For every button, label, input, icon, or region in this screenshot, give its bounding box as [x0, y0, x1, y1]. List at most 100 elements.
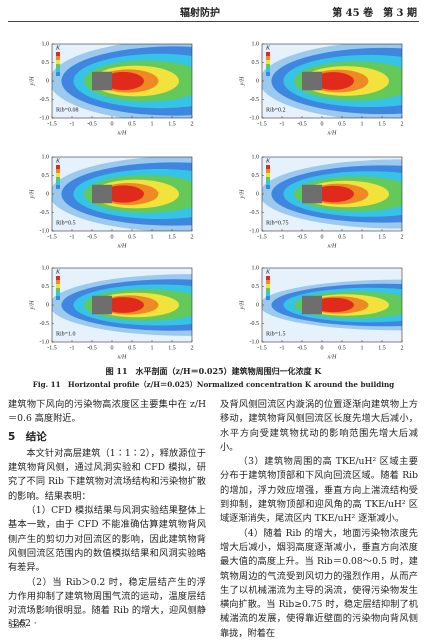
- x-tick-label: 0: [111, 234, 114, 240]
- y-tick-label: 0.5: [252, 60, 260, 66]
- x-tick-label: -1.5: [257, 234, 267, 240]
- contour-panel: K Rib=0.2 -1.5 -1 -0.5 0 0.5 1 1.5 2 1.0 0.5 0 -0.5 -1…: [239, 41, 403, 136]
- colorbar-cell: [266, 56, 270, 60]
- x-tick-label: -0.5: [87, 234, 97, 240]
- building: [302, 295, 322, 315]
- plot-area: [52, 268, 192, 342]
- plot-area: [262, 157, 402, 231]
- y-tick-label: -0.5: [40, 97, 50, 103]
- colorbar-title: K: [55, 158, 61, 164]
- colorbar-cell: [266, 52, 270, 56]
- x-axis-label: x/H: [117, 130, 127, 136]
- x-tick-label: -0.5: [297, 121, 307, 127]
- colorbar-cell: [56, 68, 60, 72]
- colorbar-cell: [266, 276, 270, 280]
- y-tick-label: 1.0: [252, 154, 260, 160]
- y-tick-label: -0.5: [250, 321, 260, 327]
- panel-label: Rib=0.08: [56, 107, 79, 113]
- building: [92, 71, 112, 91]
- x-axis-label: x/H: [327, 354, 337, 360]
- x-tick-label: 0: [111, 121, 114, 127]
- building: [92, 295, 112, 315]
- x-tick-label: -1: [70, 234, 75, 240]
- colorbar-cell: [56, 64, 60, 68]
- y-axis-label: y/H: [239, 300, 245, 310]
- colorbar-title: K: [265, 158, 271, 164]
- x-tick-label: 1.5: [168, 345, 176, 351]
- x-tick-label: -1: [280, 121, 285, 127]
- x-tick-label: -0.5: [87, 121, 97, 127]
- y-tick-label: 0: [256, 302, 259, 308]
- x-tick-label: 1: [151, 234, 154, 240]
- colorbar-cell: [56, 185, 60, 189]
- colorbar-cell: [56, 189, 60, 193]
- header-rule: [8, 21, 419, 22]
- colorbar-cell: [56, 60, 60, 64]
- colorbar-cell: [266, 177, 270, 181]
- colorbar-cell: [56, 177, 60, 181]
- y-axis-label: y/H: [239, 76, 245, 86]
- y-tick-label: 1.0: [42, 265, 50, 271]
- x-tick-label: 1: [151, 121, 154, 127]
- y-tick-label: -0.5: [40, 210, 50, 216]
- issue: 第 45 卷 第 3 期: [332, 8, 417, 19]
- colorbar-cell: [266, 189, 270, 193]
- colorbar-cell: [56, 296, 60, 300]
- colorbar-cell: [56, 173, 60, 177]
- right-column: 及背风侧回流区内漩涡的位置逐渐向建筑物上方移动，建筑物背风侧回流区长度先增大后减…: [220, 398, 418, 641]
- caption-en: Fig. 11 Horizontal profile（z/H＝0.025）Nor…: [32, 380, 395, 389]
- left-column: 建筑物下风向的污染物高浓度区主要集中在 z/H＝0.6 高度附近。 5 结论 本…: [8, 398, 206, 633]
- y-tick-label: 0: [256, 191, 259, 197]
- contour-panel: K Rib=0.75 -1.5 -1 -0.5 0 0.5 1 1.5 2 1.0 0.5 0 -0.5 -…: [239, 154, 403, 249]
- x-tick-label: 2: [191, 234, 194, 240]
- y-tick-label: -0.5: [250, 97, 260, 103]
- colorbar-title: K: [55, 45, 61, 51]
- paragraph: 及背风侧回流区内漩涡的位置逐渐向建筑物上方移动，建筑物背风侧回流区长度先增大后减…: [220, 399, 418, 453]
- colorbar-cell: [266, 181, 270, 185]
- x-axis-label: x/H: [117, 243, 127, 249]
- contour-band: [312, 72, 354, 90]
- y-axis-label: y/H: [29, 76, 35, 86]
- x-tick-label: -1.5: [47, 345, 57, 351]
- contour-band: [312, 185, 354, 203]
- colorbar-cell: [56, 76, 60, 80]
- x-tick-label: -1: [280, 234, 285, 240]
- y-tick-label: -1.0: [40, 339, 50, 345]
- colorbar-cell: [266, 292, 270, 296]
- colorbar-cell: [56, 52, 60, 56]
- contour-band: [312, 297, 354, 313]
- x-tick-label: 0: [321, 234, 324, 240]
- x-tick-label: 1: [151, 345, 154, 351]
- panel-label: Rib=1.0: [56, 331, 76, 337]
- x-tick-label: 1: [361, 345, 364, 351]
- x-tick-label: -1.5: [257, 345, 267, 351]
- y-axis-label: y/H: [239, 189, 245, 199]
- colorbar-title: K: [265, 45, 271, 51]
- x-tick-label: 1.5: [378, 121, 386, 127]
- y-axis-label: y/H: [29, 189, 35, 199]
- colorbar-cell: [56, 288, 60, 292]
- x-tick-label: 1.5: [168, 121, 176, 127]
- colorbar-cell: [266, 288, 270, 292]
- y-tick-label: 0.5: [252, 173, 260, 179]
- paragraph: （1）CFD 模拟结果与风洞实验结果整体上基本一致，由于 CFD 不能准确估算建…: [8, 505, 206, 574]
- colorbar-cell: [266, 76, 270, 80]
- y-tick-label: 0: [256, 78, 259, 84]
- plot-area: [52, 44, 192, 118]
- colorbar-cell: [56, 165, 60, 169]
- colorbar-cell: [56, 169, 60, 173]
- colorbar-cell: [266, 173, 270, 177]
- panel-label: Rib=1.5: [266, 331, 286, 337]
- colorbar-cell: [266, 60, 270, 64]
- y-tick-label: 0.5: [42, 284, 50, 290]
- y-tick-label: -1.0: [40, 228, 50, 234]
- x-tick-label: 1: [361, 234, 364, 240]
- x-tick-label: 0.5: [338, 234, 346, 240]
- colorbar-cell: [266, 300, 270, 304]
- y-tick-label: -0.5: [40, 321, 50, 327]
- y-tick-label: -1.0: [250, 115, 260, 121]
- contour-band: [102, 185, 144, 203]
- x-axis-label: x/H: [327, 130, 337, 136]
- y-tick-label: 0.5: [252, 284, 260, 290]
